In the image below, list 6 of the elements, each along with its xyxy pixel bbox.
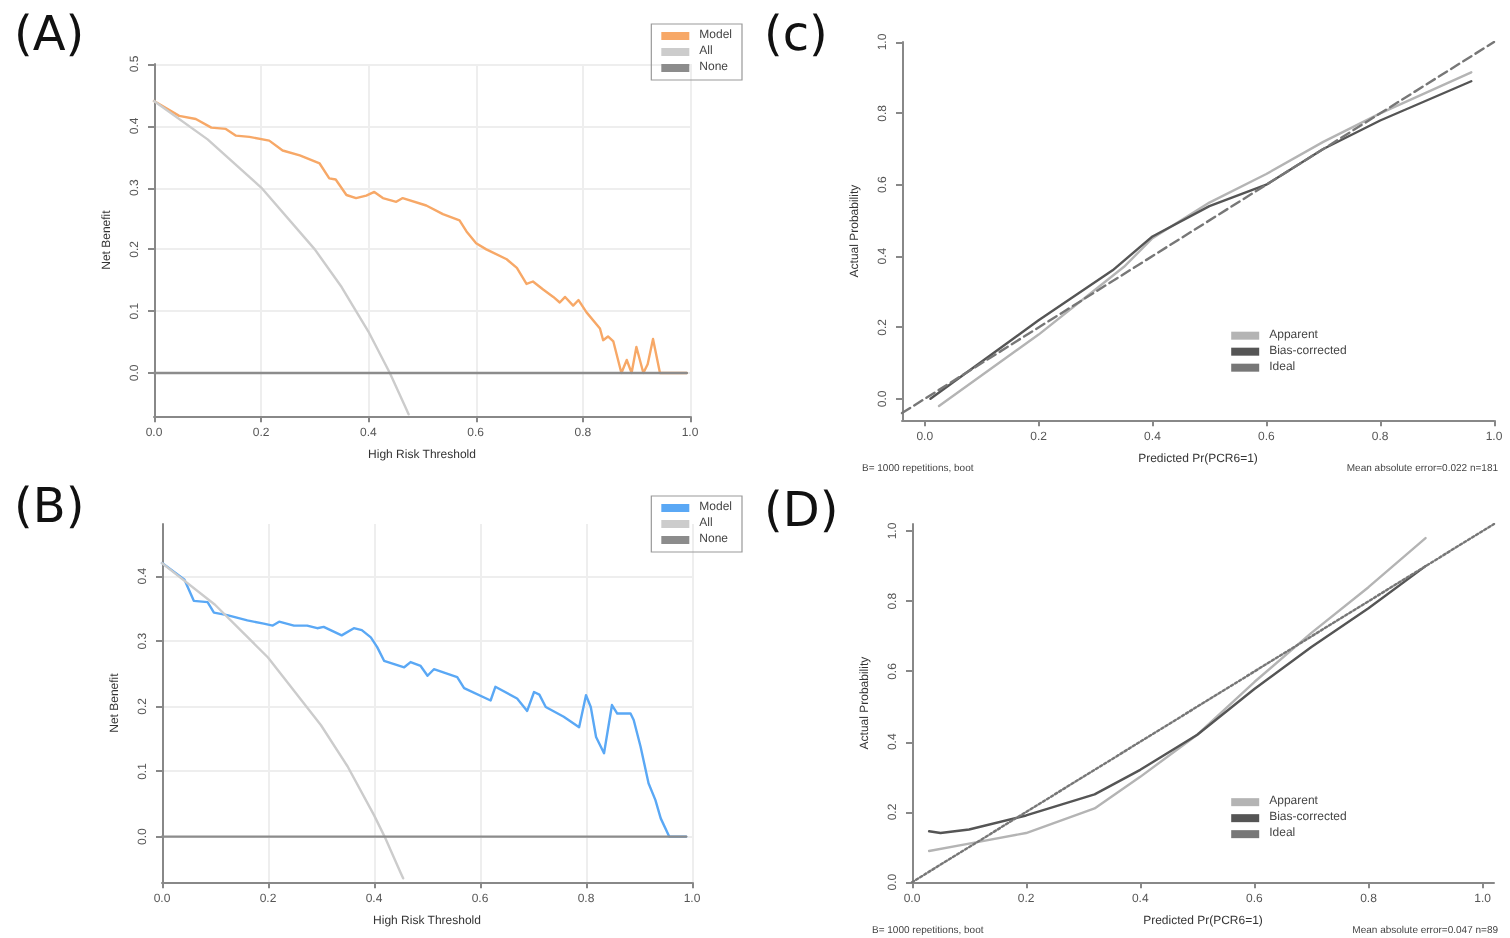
chart-title: (B) <box>14 478 85 534</box>
line-series <box>152 99 410 416</box>
chart-title: (c) <box>764 6 828 62</box>
chart-title: (A) <box>14 6 85 62</box>
chart-title: (D) <box>764 482 839 538</box>
line-series <box>160 561 405 880</box>
